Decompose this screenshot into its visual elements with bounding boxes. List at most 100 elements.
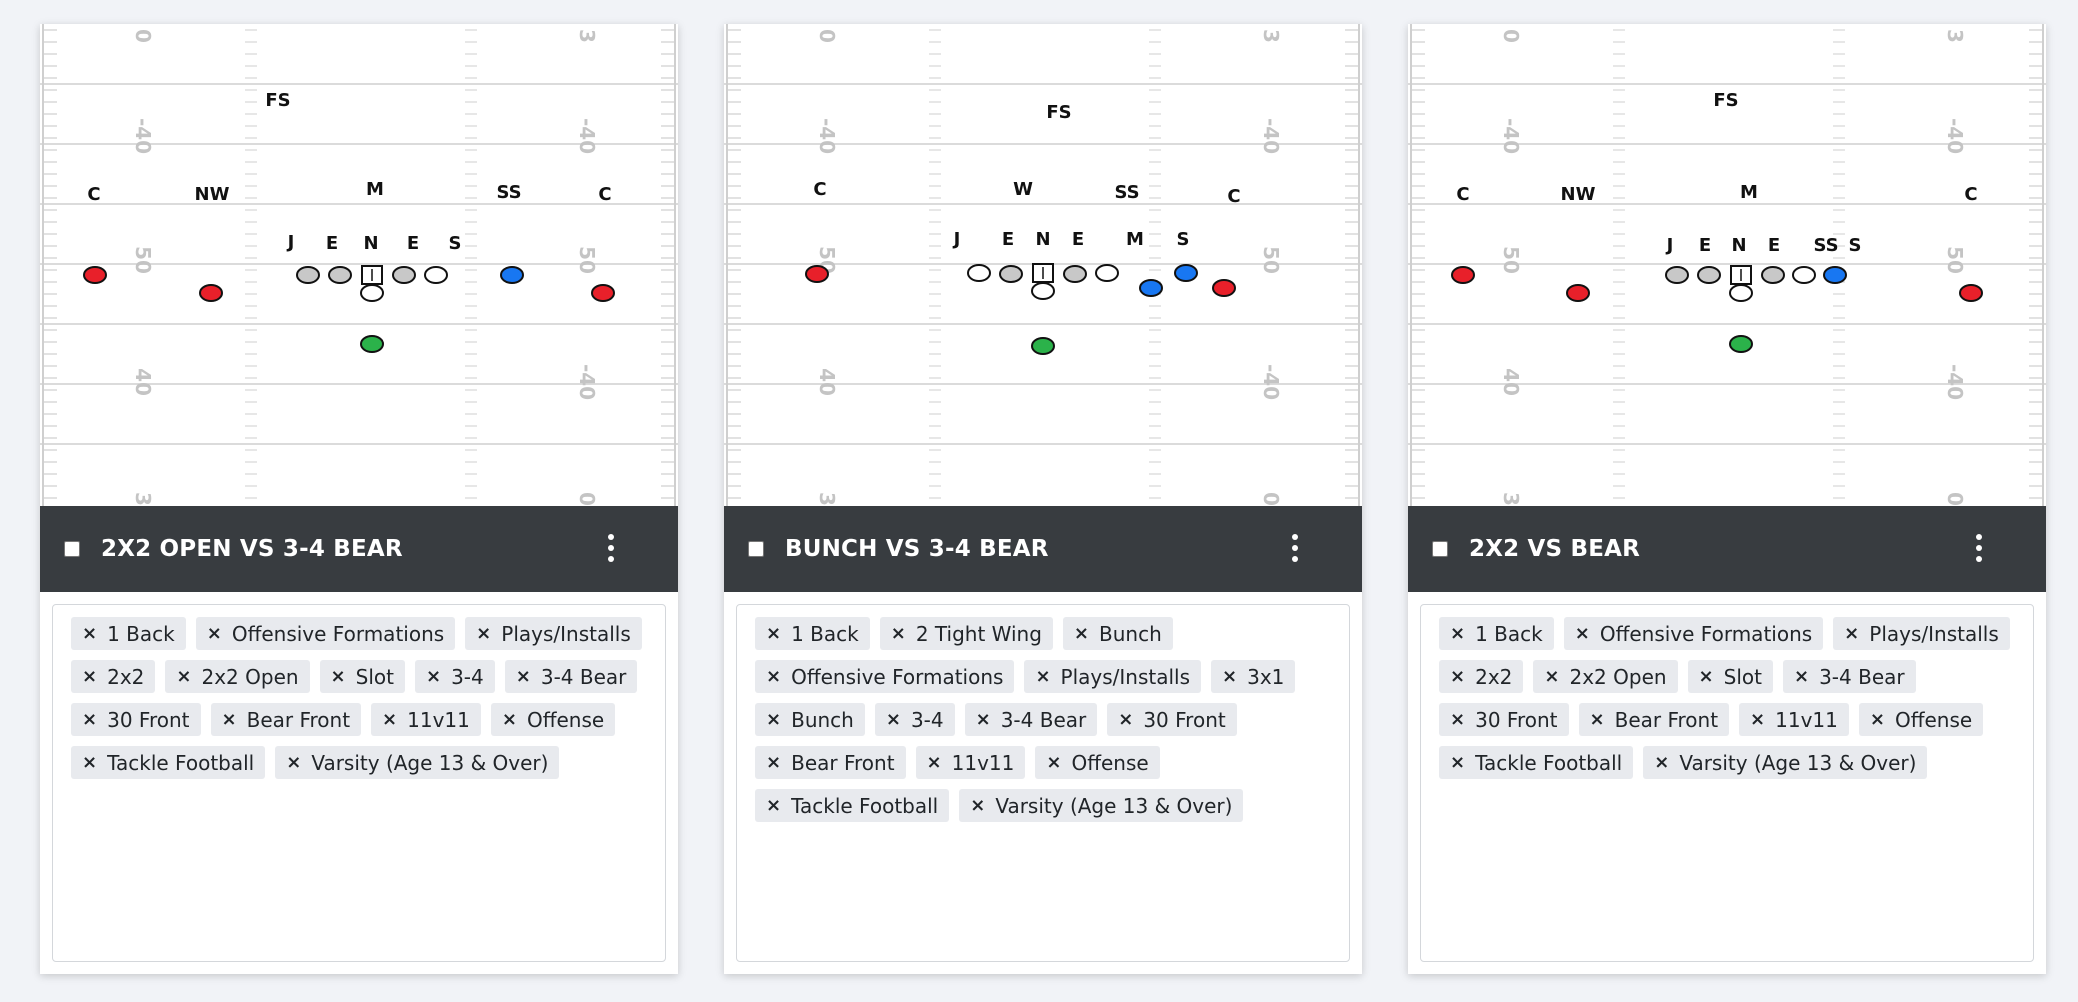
remove-tag-icon[interactable]: ×	[885, 709, 901, 730]
tag-label: 30 Front	[107, 707, 190, 732]
remove-tag-icon[interactable]: ×	[382, 709, 398, 730]
remove-tag-icon[interactable]: ×	[970, 795, 986, 816]
remove-tag-icon[interactable]: ×	[1450, 666, 1466, 687]
offense-player	[1959, 284, 1983, 302]
play-diagram[interactable]: 0 3 -40 -40 50 50 40 -40 3 0 FS C NW M C J E N E SS S	[1408, 24, 2046, 506]
remove-tag-icon[interactable]: ×	[286, 752, 302, 773]
remove-tag-icon[interactable]: ×	[82, 709, 98, 730]
remove-tag-icon[interactable]: ×	[330, 666, 346, 687]
remove-tag-icon[interactable]: ×	[425, 666, 442, 687]
offense-player	[1729, 284, 1753, 302]
yard-number: 40	[131, 368, 155, 396]
offense-player	[1729, 335, 1753, 353]
more-options-icon[interactable]	[1280, 524, 1310, 572]
offense-player	[1792, 266, 1816, 284]
tag-label: 3-4 Bear	[1819, 664, 1905, 689]
tag-label: 3-4 Bear	[540, 664, 627, 689]
tag-chip: × Bear Front	[1578, 703, 1730, 736]
remove-tag-icon[interactable]: ×	[1035, 666, 1051, 687]
remove-tag-icon[interactable]: ×	[766, 623, 782, 644]
tag-chip: × Bunch	[1062, 617, 1173, 650]
tag-chip: × Plays/Installs	[1833, 617, 2010, 650]
offense-player	[500, 266, 524, 284]
tag-label: 2x2	[107, 664, 145, 689]
yard-number: 3	[1259, 29, 1283, 43]
defender-label: M	[1126, 229, 1144, 250]
remove-tag-icon[interactable]: ×	[1450, 709, 1466, 730]
remove-tag-icon[interactable]: ×	[1589, 709, 1605, 730]
offense-player	[83, 266, 107, 284]
remove-tag-icon[interactable]: ×	[1450, 623, 1466, 644]
tag-chip: × 3-4 Bear	[1782, 660, 1916, 693]
remove-tag-icon[interactable]: ×	[1222, 666, 1238, 687]
remove-tag-icon[interactable]: ×	[766, 666, 782, 687]
remove-tag-icon[interactable]: ×	[1046, 752, 1062, 773]
more-options-icon[interactable]	[596, 524, 626, 572]
tag-chip: × 30 Front	[1107, 703, 1237, 736]
remove-tag-icon[interactable]: ×	[1844, 623, 1860, 644]
defender-label: NW	[1561, 184, 1596, 205]
remove-tag-icon[interactable]: ×	[206, 623, 222, 644]
remove-tag-icon[interactable]: ×	[176, 666, 192, 687]
remove-tag-icon[interactable]: ×	[476, 623, 492, 644]
remove-tag-icon[interactable]: ×	[221, 709, 237, 730]
tag-chip: × Offense	[490, 703, 616, 736]
offense-player	[199, 284, 223, 302]
remove-tag-icon[interactable]: ×	[766, 752, 782, 773]
remove-tag-icon[interactable]: ×	[515, 666, 531, 687]
tag-chip: × 3-4 Bear	[504, 660, 638, 693]
play-diagram[interactable]: 0 3 -40 -40 50 50 40 -40 3 0 FS C NW M SS C J E N E S	[40, 24, 678, 506]
tag-chip: × 2x2 Open	[165, 660, 310, 693]
tag-label: Offense	[1894, 707, 1973, 732]
select-checkbox[interactable]	[1432, 541, 1448, 557]
select-checkbox[interactable]	[748, 541, 764, 557]
play-title: BUNCH VS 3-4 BEAR	[785, 536, 1049, 562]
yard-number: -40	[575, 364, 599, 400]
remove-tag-icon[interactable]: ×	[1698, 666, 1714, 687]
field-svg: 0 3 -40 -40 50 50 40 -40 3 0 FS C NW M SS C J E N E S	[40, 24, 678, 506]
remove-tag-icon[interactable]: ×	[1869, 709, 1885, 730]
remove-tag-icon[interactable]: ×	[1118, 709, 1134, 730]
tag-label: 3-4 Bear	[1000, 707, 1087, 732]
remove-tag-icon[interactable]: ×	[82, 752, 98, 773]
play-diagram[interactable]: 0 3 -40 -40 50 50 40 -40 3 0 FS C W SS C J E N E M S	[724, 24, 1362, 506]
tag-chip: × Offensive Formations	[1563, 617, 1824, 650]
remove-tag-icon[interactable]: ×	[1073, 623, 1089, 644]
tag-label: 2x2	[1475, 664, 1513, 689]
tag-chip: × Plays/Installs	[465, 617, 642, 650]
tag-label: 11v11	[407, 707, 470, 732]
remove-tag-icon[interactable]: ×	[766, 795, 782, 816]
remove-tag-icon[interactable]: ×	[1654, 752, 1670, 773]
tag-label: 30 Front	[1475, 707, 1558, 732]
remove-tag-icon[interactable]: ×	[1544, 666, 1560, 687]
more-options-icon[interactable]	[1964, 524, 1994, 572]
offense-player	[1212, 279, 1236, 297]
yard-number: -40	[815, 118, 839, 154]
remove-tag-icon[interactable]: ×	[926, 752, 942, 773]
remove-tag-icon[interactable]: ×	[82, 666, 98, 687]
remove-tag-icon[interactable]: ×	[1750, 709, 1766, 730]
defender-label: E	[1002, 229, 1014, 250]
offense-player	[1095, 264, 1119, 282]
select-checkbox[interactable]	[64, 541, 80, 557]
remove-tag-icon[interactable]: ×	[975, 709, 991, 730]
tag-chip: × 2x2	[71, 660, 156, 693]
tag-label: 1 Back	[107, 621, 175, 646]
yard-number: 50	[1499, 246, 1523, 274]
tag-label: 1 Back	[791, 621, 859, 646]
tag-label: Bear Front	[1614, 707, 1719, 732]
remove-tag-icon[interactable]: ×	[1793, 666, 1810, 687]
offense-player	[1761, 266, 1785, 284]
tag-chip: × Tackle Football	[1439, 746, 1634, 779]
remove-tag-icon[interactable]: ×	[1574, 623, 1590, 644]
play-card[interactable]: 0 3 -40 -40 50 50 40 -40 3 0 FS C NW M SS C J E N E S 2X2 OP…	[40, 24, 678, 974]
play-card[interactable]: 0 3 -40 -40 50 50 40 -40 3 0 FS C W SS C J E N E M S BUNCH V…	[724, 24, 1362, 974]
play-card[interactable]: 0 3 -40 -40 50 50 40 -40 3 0 FS C NW M C J E N E SS S 2X2 VS…	[1408, 24, 2046, 974]
remove-tag-icon[interactable]: ×	[501, 709, 517, 730]
remove-tag-icon[interactable]: ×	[1450, 752, 1466, 773]
remove-tag-icon[interactable]: ×	[890, 623, 906, 644]
remove-tag-icon[interactable]: ×	[766, 709, 782, 730]
remove-tag-icon[interactable]: ×	[82, 623, 98, 644]
defender-label: N	[1035, 229, 1050, 250]
